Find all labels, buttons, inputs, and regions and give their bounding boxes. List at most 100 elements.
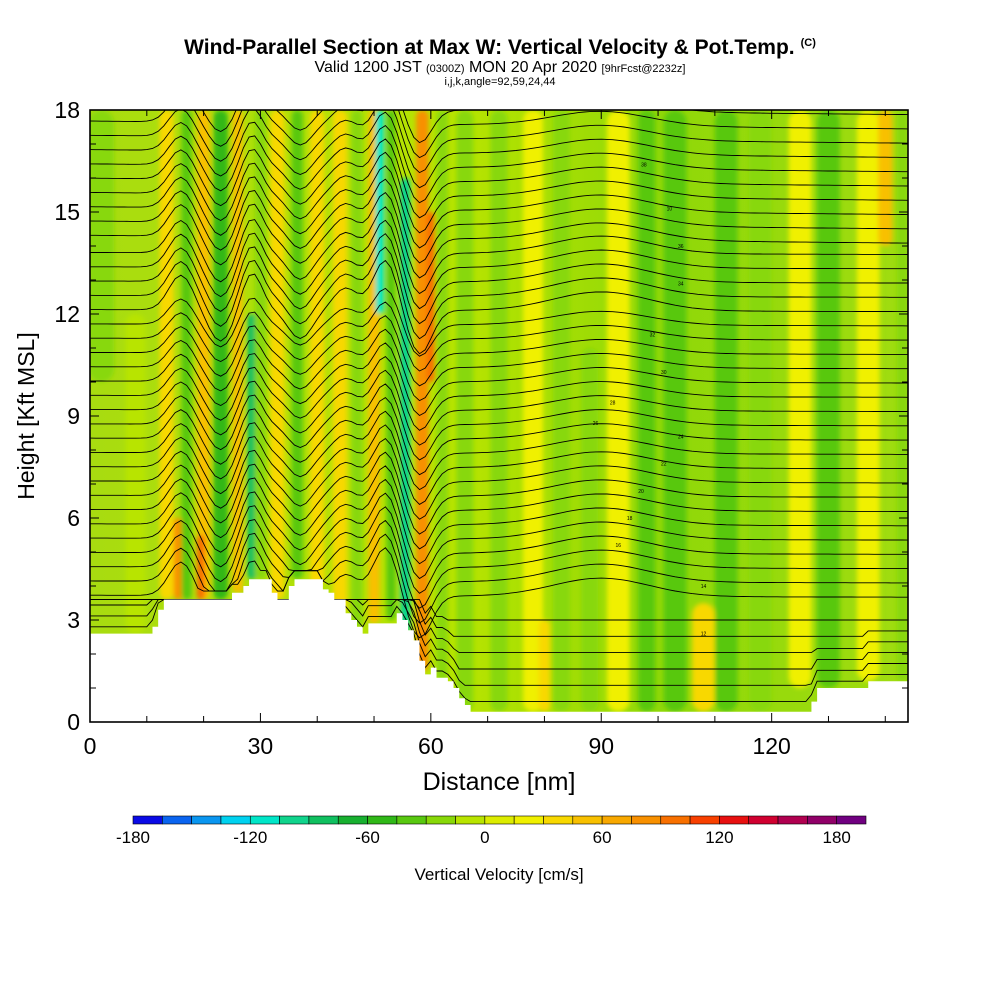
colorbar-swatch — [308, 815, 339, 825]
colorbar-swatch — [249, 815, 280, 825]
contour-label: 22 — [661, 462, 667, 468]
y-tick-label: 0 — [67, 709, 80, 735]
contour-label: 10 — [667, 207, 673, 213]
contour-label: 24 — [678, 434, 684, 440]
contour-label: 36 — [678, 244, 684, 250]
isentrope-line — [90, 110, 908, 159]
isentrope-line — [90, 478, 908, 565]
isentrope-line — [90, 519, 908, 609]
velocity-band — [581, 348, 599, 712]
isentrope-line — [90, 111, 908, 189]
title-mark: (C) — [800, 37, 816, 49]
isentrope-line — [90, 191, 908, 279]
velocity-band — [552, 110, 571, 712]
colorbar-swatch — [513, 815, 544, 825]
contour-label: 26 — [593, 421, 599, 427]
isentrope-line — [90, 369, 908, 446]
contour-label: 18 — [627, 516, 633, 522]
colorbar-swatch — [484, 815, 515, 825]
x-tick-label: 90 — [588, 733, 614, 759]
colorbar-swatch — [337, 815, 368, 825]
x-tick-label: 60 — [418, 733, 444, 759]
contour-label: 28 — [610, 400, 616, 406]
isentrope-line — [90, 342, 908, 417]
terrain — [90, 579, 908, 722]
colorbar-label: Vertical Velocity [cm/s] — [414, 865, 583, 884]
colorbar-swatch — [279, 815, 310, 825]
velocity-band — [788, 110, 812, 688]
velocity-band — [213, 110, 228, 600]
isentrope-line — [90, 383, 908, 461]
contour-label: 32 — [650, 332, 656, 338]
colorbar-swatch — [162, 815, 192, 825]
velocity-band — [310, 110, 325, 586]
colorbar-tick-label: 180 — [822, 828, 850, 847]
isentrope-line — [90, 246, 908, 340]
isentrope-line — [90, 233, 908, 325]
y-tick-label: 9 — [67, 403, 80, 429]
colorbar-swatch — [572, 815, 603, 825]
colorbar-swatch — [807, 815, 837, 825]
isentrope-line — [90, 410, 908, 491]
isentrope-line — [90, 110, 908, 174]
chart-title: Wind-Parallel Section at Max W: Vertical… — [184, 36, 816, 59]
colorbar-swatch — [455, 815, 486, 825]
colorbar-tick-labels: -180 -120 -60 0 60 120 180 — [116, 828, 851, 847]
contour-label: 30 — [661, 370, 667, 376]
y-tick-label: 3 — [67, 607, 80, 633]
contour-label: 12 — [701, 632, 707, 638]
isentrope-line — [90, 506, 908, 594]
velocity-band — [490, 110, 508, 712]
isentrope-line — [90, 151, 908, 234]
x-tick-label: 120 — [752, 733, 790, 759]
y-tick-label: 12 — [54, 301, 80, 327]
velocity-band — [332, 110, 348, 614]
isentrope-line — [90, 259, 908, 355]
isentrope-line — [90, 178, 908, 264]
colorbar-tick-label: 120 — [705, 828, 733, 847]
isentrope-line — [90, 465, 908, 550]
velocity-band — [247, 314, 257, 580]
velocity-band — [426, 212, 435, 382]
colorbar-swatch — [132, 815, 163, 825]
velocity-band — [896, 110, 908, 682]
colorbar-swatch — [631, 815, 662, 825]
axis-ticks — [89, 109, 908, 723]
isentrope-line — [90, 206, 908, 295]
isentrope-line — [90, 438, 908, 520]
velocity-band — [663, 110, 687, 712]
colorbar-swatch — [220, 815, 251, 825]
y-tick-label: 15 — [54, 199, 80, 225]
x-tick-labels: 0 30 60 90 120 — [84, 733, 791, 759]
velocity-band — [878, 110, 893, 246]
colorbar-swatch — [425, 815, 456, 825]
isentrope-line — [90, 356, 908, 431]
velocity-band — [400, 178, 411, 634]
contour-label: 14 — [701, 584, 707, 590]
contour-label: 34 — [678, 281, 684, 287]
colorbar-swatch — [601, 815, 632, 825]
chart-subtitle: Valid 1200 JST (0300Z) MON 20 Apr 2020 [… — [314, 59, 686, 76]
isentrope-line — [90, 287, 908, 357]
x-axis-label: Distance [nm] — [423, 768, 576, 796]
colorbar-tick-label: 60 — [593, 828, 612, 847]
velocity-band — [254, 110, 267, 580]
velocity-band — [817, 110, 840, 688]
colorbar-tick-label: -120 — [233, 828, 267, 847]
colorbar-swatch — [748, 815, 779, 825]
velocity-band — [538, 620, 551, 712]
velocity-band — [638, 110, 656, 712]
isentrope-line — [90, 165, 908, 249]
isentrope-line — [90, 315, 908, 387]
colorbar-swatch — [660, 815, 691, 825]
colorbar-swatch — [719, 815, 750, 825]
velocity-band — [436, 110, 448, 682]
contour-label: 20 — [638, 489, 644, 495]
isentrope-line — [90, 301, 908, 372]
colorbar-swatch — [777, 815, 808, 825]
isentrope-line — [90, 219, 908, 310]
contour-label: 16 — [616, 543, 622, 549]
x-tick-label: 0 — [84, 733, 97, 759]
velocity-band — [856, 110, 880, 682]
